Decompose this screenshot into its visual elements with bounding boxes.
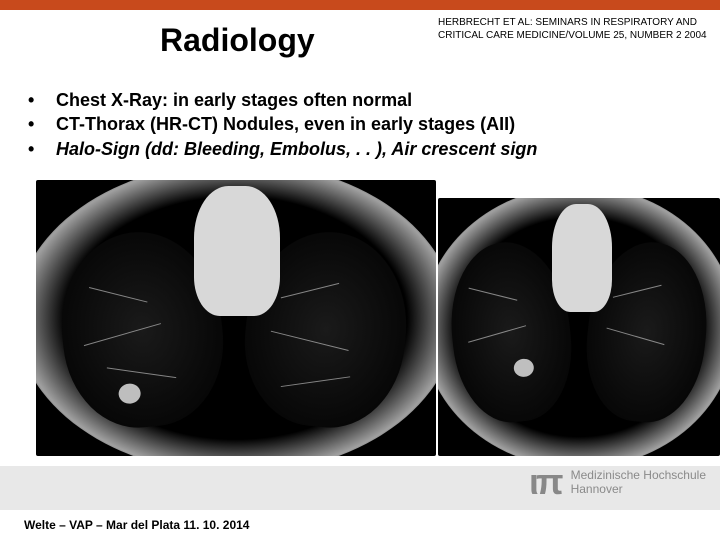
bullet-marker: • [24, 88, 56, 112]
citation-text: HERBRECHT ET AL: SEMINARS IN RESPIRATORY… [438, 16, 708, 42]
logo-text: Medizinische Hochschule Hannover [571, 468, 706, 497]
bullet-text: Halo-Sign (dd: Bleeding, Embolus, . . ),… [56, 137, 537, 161]
institution-logo: ιπ Medizinische Hochschule Hannover [529, 464, 706, 500]
bullet-marker: • [24, 137, 56, 161]
ct-scan-left [36, 180, 436, 456]
footer-text: Welte – VAP – Mar del Plata 11. 10. 2014 [24, 518, 249, 532]
bullet-text: Chest X-Ray: in early stages often norma… [56, 88, 412, 112]
bullet-item: • Halo-Sign (dd: Bleeding, Embolus, . . … [24, 137, 684, 161]
bullet-item: • CT-Thorax (HR-CT) Nodules, even in ear… [24, 112, 684, 136]
accent-bar [0, 0, 720, 10]
bullet-list: • Chest X-Ray: in early stages often nor… [24, 88, 684, 161]
ct-scan-right [438, 198, 720, 456]
image-region [0, 180, 720, 460]
logo-mark-icon: ιπ [529, 464, 561, 500]
slide-title: Radiology [160, 22, 315, 59]
bullet-text: CT-Thorax (HR-CT) Nodules, even in early… [56, 112, 515, 136]
bullet-marker: • [24, 112, 56, 136]
bullet-item: • Chest X-Ray: in early stages often nor… [24, 88, 684, 112]
